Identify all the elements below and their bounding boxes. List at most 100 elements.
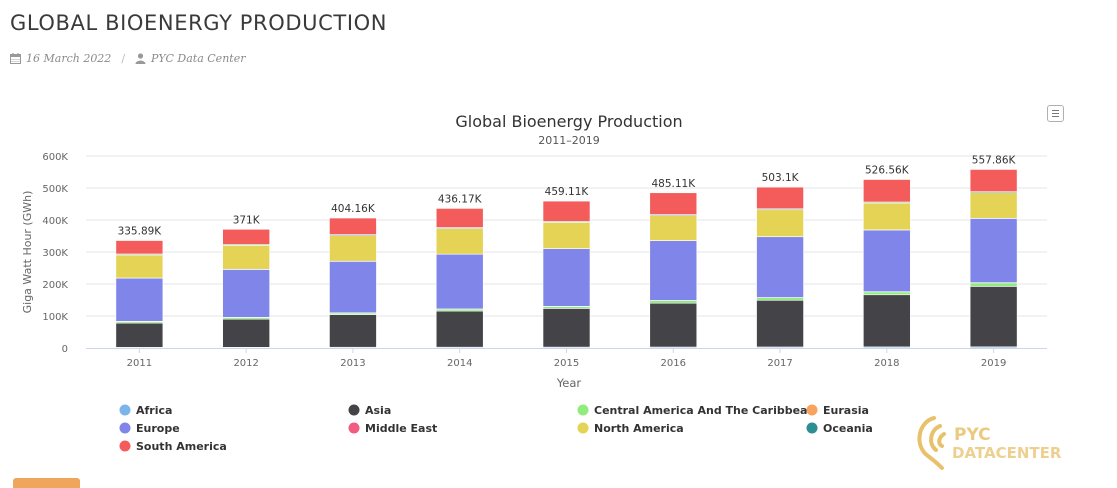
legend-item[interactable]: North America [578, 422, 684, 435]
legend-label: Central America And The Caribbean [594, 404, 815, 417]
bar-segment[interactable] [543, 201, 590, 221]
bar-segment[interactable] [970, 218, 1017, 282]
legend-label: Oceania [823, 422, 873, 435]
total-label: 459.11K [545, 186, 590, 198]
legend-marker [349, 423, 360, 434]
legend-label: Africa [136, 404, 172, 417]
bar-segment[interactable] [970, 169, 1017, 191]
y-tick-label: 100K [42, 312, 68, 323]
legend-item[interactable]: South America [120, 440, 227, 453]
total-label: 485.11K [651, 178, 696, 190]
legend-marker [807, 405, 818, 416]
legend-item[interactable]: Eurasia [807, 404, 869, 417]
bar-segment[interactable] [543, 308, 590, 347]
x-tick-label: 2019 [981, 358, 1006, 369]
bar-segment[interactable] [863, 203, 910, 230]
legend-marker [578, 423, 589, 434]
bar-segment[interactable] [650, 193, 697, 215]
legend-label: North America [594, 422, 684, 435]
legend-item[interactable]: Europe [120, 422, 180, 435]
x-tick-label: 2015 [554, 358, 579, 369]
x-tick-label: 2013 [340, 358, 365, 369]
legend-label: Middle East [365, 422, 437, 435]
legend-label: Europe [136, 422, 180, 435]
chart-title: Global Bioenergy Production [455, 112, 682, 131]
legend-item[interactable]: Central America And The Caribbean [578, 404, 816, 417]
bar-segment[interactable] [329, 236, 376, 262]
bar-segment[interactable] [650, 241, 697, 301]
legend-item[interactable]: Africa [120, 404, 173, 417]
bar-segment[interactable] [329, 218, 376, 235]
y-tick-label: 0 [62, 344, 68, 355]
total-label: 436.17K [438, 193, 483, 205]
bar-segment[interactable] [757, 237, 804, 298]
bar-segment[interactable] [223, 269, 270, 317]
legend: Africa Asia Central America And The Caribb… [120, 404, 873, 453]
y-tick-label: 600K [42, 152, 68, 163]
y-tick-label: 400K [42, 216, 68, 227]
legend-item[interactable]: Asia [349, 404, 392, 417]
bar-segment[interactable] [116, 323, 163, 347]
x-tick-label: 2014 [447, 358, 472, 369]
x-tick-label: 2017 [767, 358, 792, 369]
chart-menu-button[interactable] [1047, 105, 1064, 122]
bar-segment[interactable] [970, 193, 1017, 219]
x-tick-label: 2018 [874, 358, 899, 369]
logo-text-top: PYC [954, 425, 991, 445]
x-tick-label: 2012 [233, 358, 258, 369]
total-label: 503.1K [762, 172, 800, 184]
bar-segment[interactable] [223, 319, 270, 347]
bar-segment[interactable] [436, 311, 483, 347]
legend-item[interactable]: Oceania [807, 422, 873, 435]
bar-segment[interactable] [436, 208, 483, 227]
bar-segment[interactable] [863, 230, 910, 292]
total-label: 404.16K [331, 203, 376, 215]
x-tick-label: 2016 [661, 358, 686, 369]
bar-segment[interactable] [970, 283, 1017, 287]
bar-segment[interactable] [223, 229, 270, 244]
bar-segment[interactable] [436, 254, 483, 309]
bar-segment[interactable] [329, 315, 376, 348]
bar-segment[interactable] [116, 241, 163, 254]
bar-segment[interactable] [650, 301, 697, 304]
y-tick-label: 300K [42, 248, 68, 259]
chart-subtitle: 2011–2019 [538, 134, 600, 147]
y-tick-label: 200K [42, 280, 68, 291]
logo-text-bottom: DATACENTER [952, 444, 1062, 462]
bar-segment[interactable] [543, 222, 590, 248]
bar-segment[interactable] [116, 278, 163, 321]
total-label: 557.86K [972, 154, 1017, 166]
x-tick-label: 2011 [127, 358, 152, 369]
bar-segment[interactable] [329, 261, 376, 313]
bar-segment[interactable] [650, 216, 697, 241]
bar-segment[interactable] [223, 245, 270, 269]
bar-segment[interactable] [650, 303, 697, 347]
legend-label: Asia [365, 404, 391, 417]
x-axis-label: Year [556, 376, 582, 390]
total-label: 526.56K [865, 165, 910, 177]
bar-segment[interactable] [116, 255, 163, 278]
bottom-action-button[interactable] [13, 478, 80, 488]
bar-segment[interactable] [543, 249, 590, 307]
bar-segment[interactable] [863, 292, 910, 295]
legend-marker [807, 423, 818, 434]
legend-marker [120, 441, 131, 452]
bar-segment[interactable] [436, 229, 483, 255]
bar-segment[interactable] [757, 187, 804, 209]
bar-segment[interactable] [757, 298, 804, 301]
bar-segment[interactable] [757, 300, 804, 347]
legend-item[interactable]: Middle East [349, 422, 438, 435]
bar-segment[interactable] [863, 180, 910, 203]
logo-swirl-icon [919, 418, 944, 468]
legend-marker [120, 423, 131, 434]
legend-marker [578, 405, 589, 416]
y-tick-label: 500K [42, 184, 68, 195]
legend-marker [349, 405, 360, 416]
bar-segment[interactable] [757, 210, 804, 237]
total-label: 371K [233, 214, 261, 226]
legend-label: South America [136, 440, 227, 453]
bar-segment[interactable] [970, 286, 1017, 346]
bar-segment[interactable] [863, 295, 910, 347]
total-label: 335.89K [118, 226, 163, 238]
